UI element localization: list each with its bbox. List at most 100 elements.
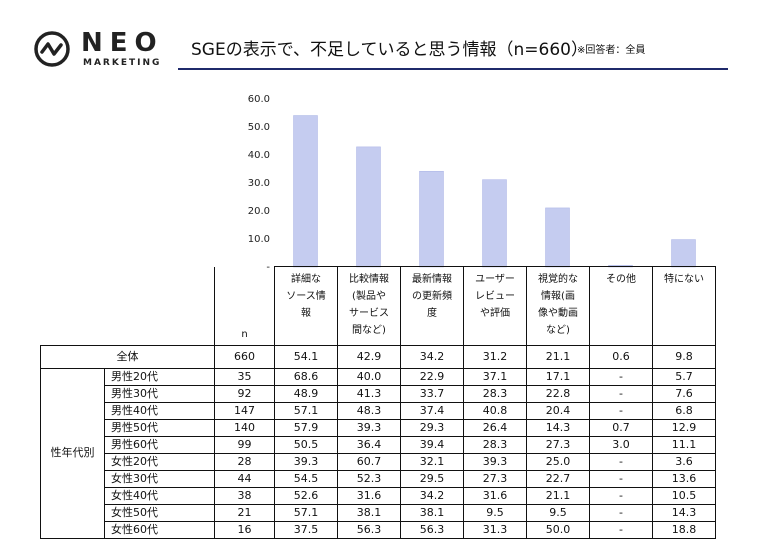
table-row: 女性40代 38 52.6 31.6 34.2 31.6 21.1-10.5 (41, 486, 716, 505)
bar-1 (293, 115, 318, 268)
blank-corner (40, 266, 215, 346)
segment-value: - (589, 367, 653, 386)
y-tick-label: 20.0 (248, 206, 270, 217)
segment-n: 35 (214, 367, 275, 386)
segment-label: 女性60代 (104, 520, 215, 539)
segment-value: 31.6 (463, 486, 527, 505)
table-row: 男性50代 140 57.9 39.3 29.3 26.4 14.3 0.7 12.9 (41, 418, 716, 437)
column-header-line: サービス (349, 308, 389, 319)
column-header-line: 特にない (664, 274, 704, 285)
bar-7 (671, 239, 696, 268)
column-header-line: 報 (301, 308, 311, 319)
y-tick-label: 40.0 (248, 150, 270, 161)
segment-value: 9.5 (526, 503, 590, 522)
segment-value: 9.5 (463, 503, 527, 522)
total-value: 34.2 (400, 344, 464, 369)
y-tick-label: 30.0 (248, 178, 270, 189)
segment-value: 57.9 (274, 418, 338, 437)
segment-value: 31.6 (337, 486, 401, 505)
segment-label: 女性30代 (104, 469, 215, 488)
n-header: n (214, 266, 275, 346)
segment-n: 16 (214, 520, 275, 539)
total-value: 31.2 (463, 344, 527, 369)
total-value: 0.6 (589, 344, 653, 369)
column-header-5: 視覚的な 情報(画 像や動画 など) (526, 266, 590, 346)
segment-value: 52.3 (337, 469, 401, 488)
segment-n: 99 (214, 435, 275, 454)
segment-value: - (589, 452, 653, 471)
column-header-4: ユーザー レビュー や評価 (463, 266, 527, 346)
column-header-line: ソース情 (286, 291, 326, 302)
column-header-line: (製品や (352, 291, 386, 302)
column-header-line: その他 (606, 274, 636, 285)
segment-n: 92 (214, 384, 275, 403)
segment-label: 女性20代 (104, 452, 215, 471)
total-value: 54.1 (274, 344, 338, 369)
segment-value: 37.4 (400, 401, 464, 420)
column-header-line: 詳細な (291, 274, 321, 285)
segment-value: - (589, 503, 653, 522)
segment-value: 57.1 (274, 401, 338, 420)
segment-n: 38 (214, 486, 275, 505)
segment-value: 37.1 (463, 367, 527, 386)
column-header-line: の更新頻 (412, 291, 452, 302)
table-row: 女性20代 28 39.3 60.7 32.1 39.3 25.0-3.6 (41, 452, 716, 471)
segment-n: 21 (214, 503, 275, 522)
segment-value: 50.0 (526, 520, 590, 539)
segment-value: 3.6 (652, 452, 716, 471)
segment-value: 3.0 (589, 435, 653, 454)
segment-n: 147 (214, 401, 275, 420)
segment-value: 54.5 (274, 469, 338, 488)
segment-value: 7.6 (652, 384, 716, 403)
title-underline (178, 68, 728, 70)
column-header-line: 像や動画 (538, 308, 578, 319)
segment-value: - (589, 520, 653, 539)
table-row: 男性60代 99 50.5 36.4 39.4 28.3 27.3 3.0 11.1 (41, 435, 716, 454)
column-header-6: その他 (589, 266, 653, 346)
segment-value: - (589, 486, 653, 505)
total-n: 660 (214, 344, 275, 369)
table-row: 女性30代 44 54.5 52.3 29.5 27.3 22.7-13.6 (41, 469, 716, 488)
total-label: 全体 (40, 344, 215, 369)
table-row: 性年代別 男性20代 35 68.6 40.0 22.9 37.1 17.1-5.7 (40, 367, 716, 539)
page-title: SGEの表示で、不足していると思う情報（n=660） (191, 40, 588, 60)
y-tick-label: 60.0 (248, 94, 270, 105)
column-header-line: や評価 (480, 308, 510, 319)
segment-value: 22.9 (400, 367, 464, 386)
total-value: 21.1 (526, 344, 590, 369)
segment-value: 18.8 (652, 520, 716, 539)
table-row: 男性30代 92 48.9 41.3 33.7 28.3 22.8-7.6 (41, 384, 716, 403)
segment-value: 22.8 (526, 384, 590, 403)
segment-value: 34.2 (400, 486, 464, 505)
segment-value: 28.3 (463, 384, 527, 403)
column-header-line: 視覚的な (538, 274, 578, 285)
segment-label: 男性40代 (104, 401, 215, 420)
column-header-1: 詳細な ソース情報 (274, 266, 338, 346)
table-row: 男性40代 147 57.1 48.3 37.4 40.8 20.4-6.8 (41, 401, 716, 420)
bar-4 (482, 179, 507, 268)
segment-value: 57.1 (274, 503, 338, 522)
segment-value: 41.3 (337, 384, 401, 403)
data-table: n 詳細な ソース情報比較情報 (製品や サービス 間など) 最新情報 の更新頻度ユーザー レビ… (40, 266, 716, 539)
table-row: 女性50代 21 57.1 38.1 38.1 9.5 9.5-14.3 (41, 503, 716, 522)
total-value: 9.8 (652, 344, 716, 369)
segment-value: 28.3 (463, 435, 527, 454)
segment-value: 31.3 (463, 520, 527, 539)
segment-value: 48.9 (274, 384, 338, 403)
segment-value: 6.8 (652, 401, 716, 420)
segment-value: 68.6 (274, 367, 338, 386)
segment-value: 26.4 (463, 418, 527, 437)
segment-label: 男性20代 (104, 367, 215, 386)
segment-value: 17.1 (526, 367, 590, 386)
column-header-line: 比較情報 (349, 274, 389, 285)
segment-value: - (589, 401, 653, 420)
segment-value: 20.4 (526, 401, 590, 420)
segment-value: 0.7 (589, 418, 653, 437)
column-header-line: 間など) (352, 325, 386, 336)
segment-value: 22.7 (526, 469, 590, 488)
bar-5 (545, 207, 570, 268)
title-note: ※回答者：全員 (577, 45, 646, 56)
bar-3 (419, 170, 444, 268)
segment-value: - (589, 384, 653, 403)
total-value: 42.9 (337, 344, 401, 369)
